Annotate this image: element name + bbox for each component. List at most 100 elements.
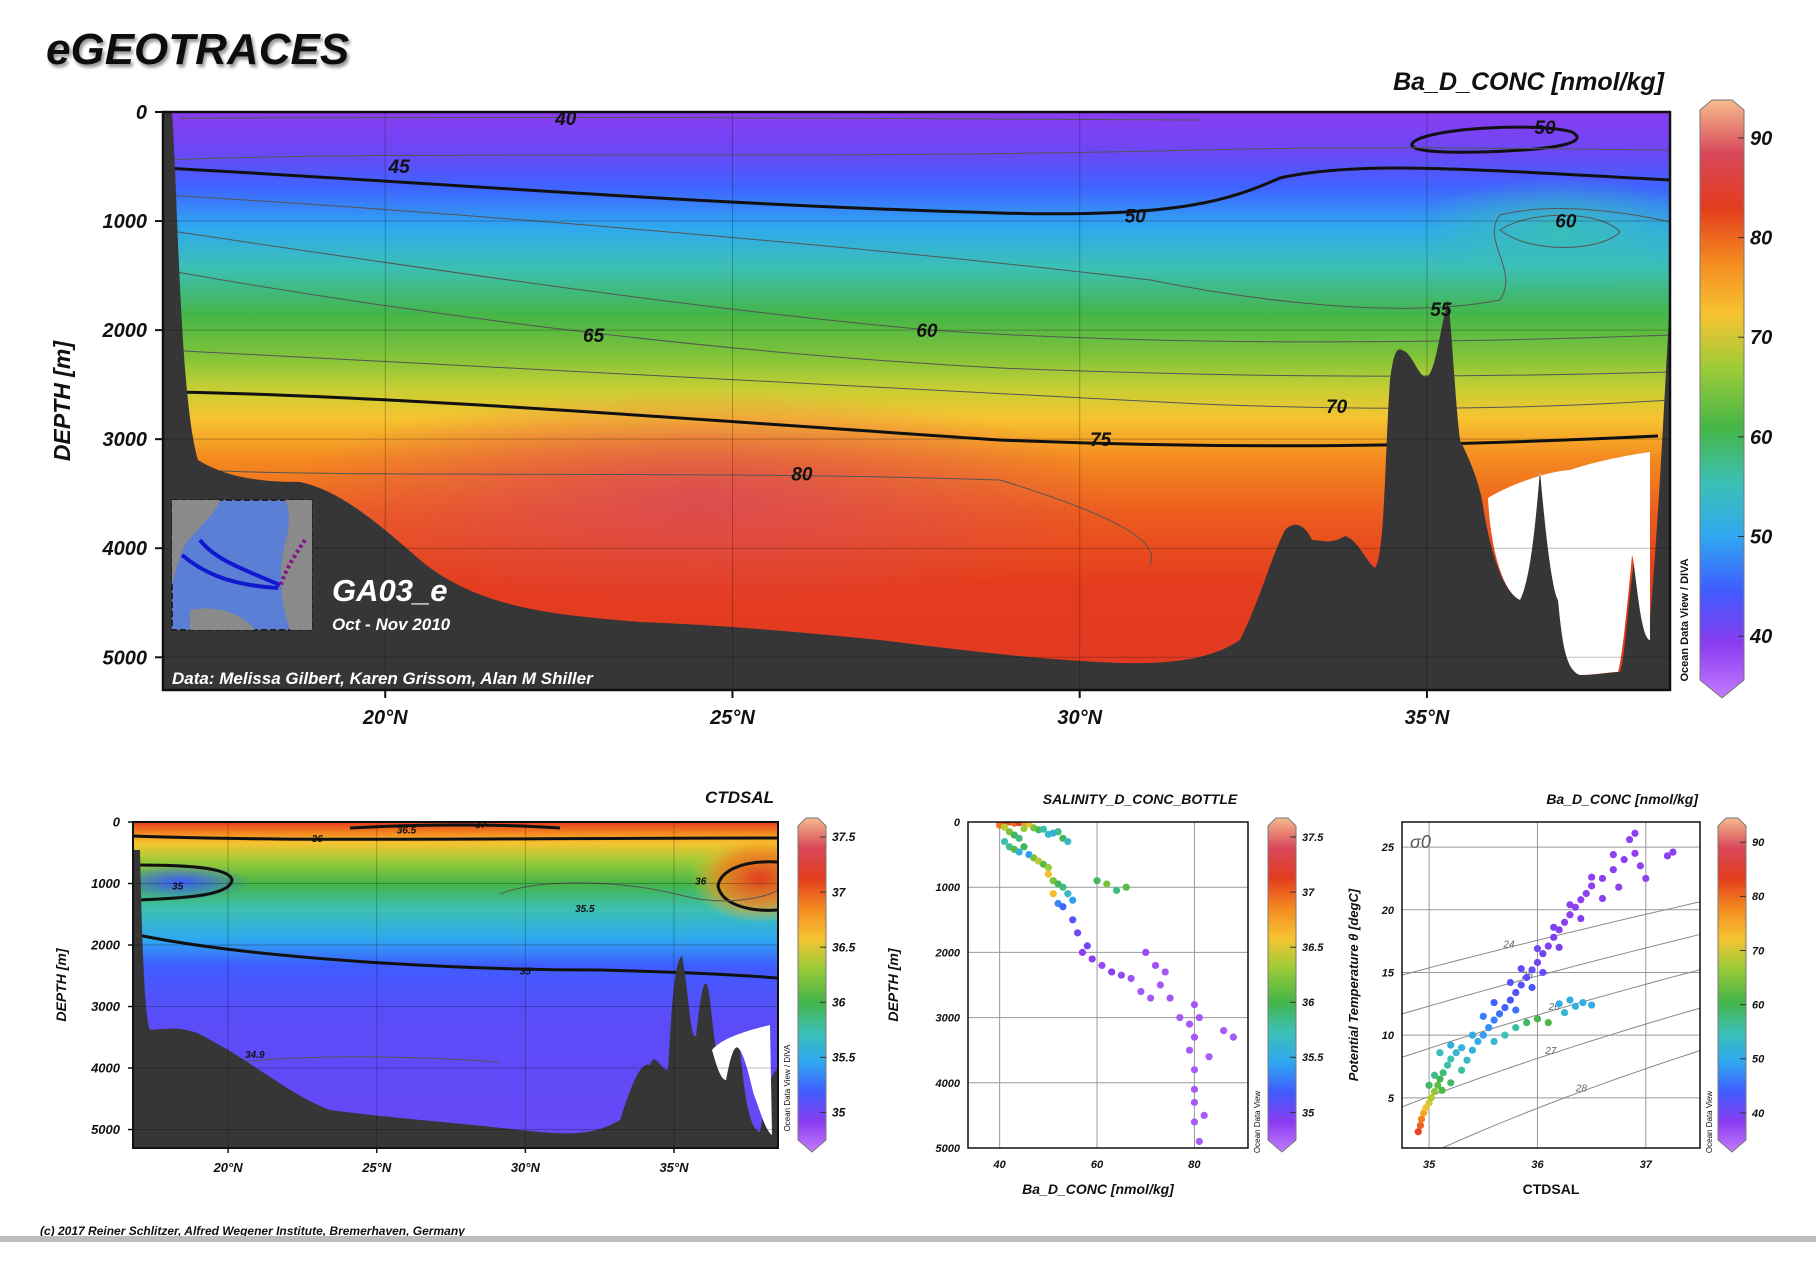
y-tick-label: 25 — [1381, 842, 1395, 854]
ba-plot-frame — [161, 110, 1672, 692]
contour-55 — [164, 194, 1670, 309]
ts-colorbar-body — [1717, 817, 1747, 1153]
ba-side-credit: Ocean Data View / DIVA — [1679, 558, 1691, 681]
data-point — [1588, 882, 1596, 890]
ba-y-axis: 0 1000 2000 3000 4000 5000 — [102, 102, 1670, 669]
y-tick-label: 1000 — [91, 876, 121, 891]
ba-depth-scatter-plot: 0 1000 2000 3000 4000 5000 40 60 80 SALINITY_D_… — [885, 791, 1262, 1197]
x-tick-label: 25°N — [361, 1160, 392, 1175]
data-point — [1571, 1002, 1579, 1010]
contour-label: 75 — [1090, 430, 1112, 451]
isopycnal-line — [1442, 1050, 1700, 1148]
contour-label: 45 — [388, 157, 411, 178]
data-point — [1550, 933, 1558, 941]
data-point — [1501, 1003, 1509, 1012]
data-point — [1490, 1037, 1498, 1046]
colorbar-tick-label: 40 — [1749, 626, 1772, 648]
logo: eGEOTRACES — [46, 25, 349, 74]
ba-contour-labels: 40 45 50 50 60 55 65 60 70 75 80 — [388, 109, 1577, 486]
ba-depth-points — [996, 822, 1237, 1146]
data-point — [1151, 961, 1160, 970]
data-point — [1490, 1016, 1498, 1024]
data-point — [1588, 873, 1596, 881]
data-point — [1571, 903, 1579, 911]
ts-title: Ba_D_CONC [nmol/kg] — [1546, 791, 1699, 807]
data-point — [1512, 1024, 1520, 1032]
data-point — [1447, 1041, 1455, 1049]
ba-high-core — [280, 390, 1120, 610]
data-point — [1539, 968, 1547, 977]
data-point — [1064, 837, 1072, 846]
colorbar-tick-label: 35.5 — [1302, 1052, 1324, 1064]
salinity-side-credit: Ocean Data View / DIVA — [783, 1044, 792, 1132]
data-point — [1523, 973, 1531, 982]
isopycnal-label: 28 — [1575, 1084, 1588, 1095]
ts-scatter-plot: 24 25 26 27 28 5 10 15 20 25 35 36 37 σ0 Ba_D_CONC… — [1346, 791, 1714, 1197]
ba-depth-colorbar-ticks: 35 35.5 36 36.5 37 37.5 — [1290, 832, 1324, 1119]
data-point — [1439, 1069, 1447, 1077]
data-point — [1555, 1000, 1563, 1008]
ts-frame — [1401, 821, 1701, 1149]
salinity-contour-355 — [499, 882, 778, 902]
x-tick-label: 80 — [1188, 1159, 1201, 1171]
colorbar-tick-label: 35 — [832, 1106, 846, 1120]
ba-y-label: DEPTH [m] — [49, 340, 75, 461]
y-tick-label: 1000 — [103, 211, 148, 233]
colorbar-tick-label: 36.5 — [832, 940, 856, 954]
ts-x-label: CTDSAL — [1523, 1181, 1580, 1197]
data-point — [1463, 1056, 1471, 1064]
data-point — [1458, 1066, 1466, 1074]
data-point — [1205, 1053, 1213, 1061]
x-tick-label: 20°N — [213, 1160, 244, 1175]
data-point — [1078, 948, 1087, 957]
cruise-name: GA03_e — [332, 573, 447, 608]
contour-45 — [164, 147, 1670, 161]
data-point — [1490, 998, 1498, 1007]
data-point — [1598, 894, 1607, 903]
x-tick-label: 36 — [1531, 1159, 1544, 1171]
contour-label: 55 — [1430, 300, 1452, 321]
colorbar-tick-label: 60 — [1752, 1000, 1765, 1012]
data-point — [1438, 1086, 1446, 1094]
data-point — [1588, 1001, 1596, 1009]
contour-label: 50 — [1125, 206, 1147, 227]
y-tick-label: 4000 — [102, 538, 148, 560]
contour-label: 50 — [1534, 118, 1556, 139]
data-point — [1425, 1081, 1433, 1089]
inset-land — [172, 500, 220, 585]
ba-depth-x-label: Ba_D_CONC [nmol/kg] — [1022, 1181, 1175, 1197]
data-point — [1044, 870, 1052, 878]
data-point — [1555, 926, 1563, 934]
colorbar-tick-label: 50 — [1750, 527, 1772, 549]
ba-colorbar: 40 50 60 70 80 90 — [1699, 99, 1772, 699]
ts-colorbar-ticks: 40 50 60 70 80 90 — [1740, 837, 1765, 1120]
contour-60-closed — [1499, 214, 1621, 248]
data-point — [1517, 981, 1525, 989]
isopycnal-label: 27 — [1544, 1046, 1557, 1057]
data-point — [1064, 890, 1072, 898]
salinity-y-axis: 0 1000 2000 3000 4000 5000 — [90, 815, 778, 1137]
data-point — [1190, 1066, 1199, 1074]
data-point — [1506, 996, 1514, 1004]
ba-depth-frame — [967, 821, 1249, 1149]
data-point — [1533, 945, 1542, 953]
data-point — [1523, 1019, 1531, 1027]
data-point — [1161, 968, 1169, 976]
contour-label: 60 — [916, 321, 938, 342]
data-point — [1103, 880, 1111, 888]
data-point — [1416, 1121, 1425, 1130]
x-tick-label: 35°N — [1405, 707, 1450, 729]
y-tick-label: 20 — [1381, 905, 1395, 917]
inset-track — [198, 538, 281, 587]
data-point — [1579, 998, 1587, 1007]
ts-side-credit: Ocean Data View — [1705, 1091, 1714, 1153]
y-tick-label: 2000 — [935, 947, 961, 959]
data-point — [1427, 1094, 1435, 1102]
data-point — [1156, 981, 1164, 989]
data-point — [1195, 1014, 1203, 1022]
data-point — [1447, 1079, 1455, 1087]
data-point — [1577, 914, 1585, 923]
data-point — [1479, 1031, 1487, 1039]
data-point — [1512, 988, 1520, 997]
ba-depth-y-label: DEPTH [m] — [885, 947, 901, 1021]
